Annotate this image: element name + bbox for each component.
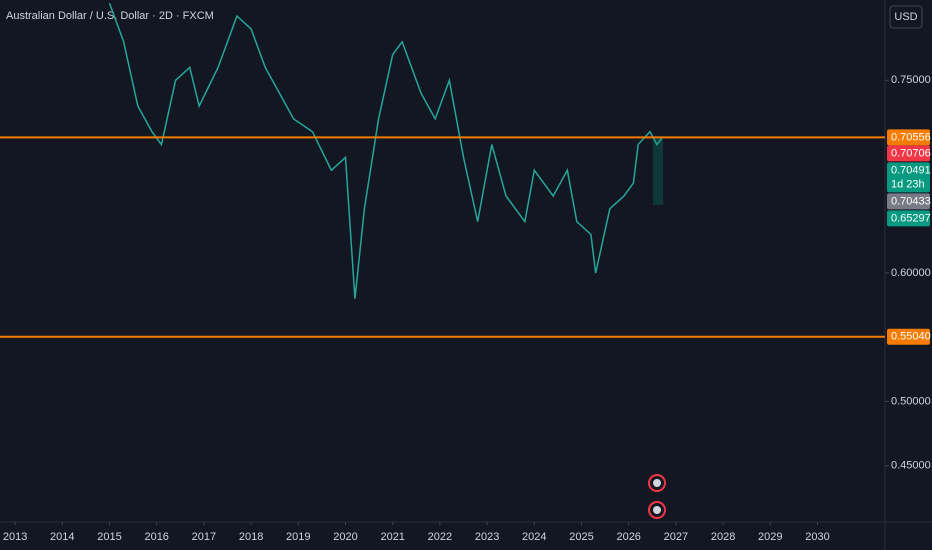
price-tag bbox=[887, 193, 930, 210]
x-tick-label: 2030 bbox=[805, 531, 829, 543]
price-tag bbox=[887, 145, 930, 162]
level-tag bbox=[887, 328, 930, 345]
x-tick-label: 2022 bbox=[428, 531, 452, 543]
chart-title: Australian Dollar / U.S. Dollar · 2D · F… bbox=[6, 10, 214, 22]
event-icons[interactable] bbox=[648, 474, 666, 519]
x-tick-label: 2021 bbox=[380, 531, 404, 543]
x-tick-label: 2027 bbox=[664, 531, 688, 543]
x-tick-label: 2016 bbox=[144, 531, 168, 543]
price-tag-label: 0.70706 bbox=[891, 147, 931, 159]
level-tag-label: 0.55040 bbox=[891, 331, 931, 343]
x-tick-label: 2026 bbox=[616, 531, 640, 543]
price-tag-label: 0.65297 bbox=[891, 212, 931, 224]
level-tag bbox=[887, 129, 930, 146]
x-tick-label: 2025 bbox=[569, 531, 593, 543]
x-tick-label: 2018 bbox=[239, 531, 263, 543]
y-tick-label: 0.50000 bbox=[891, 395, 931, 407]
price-tag bbox=[887, 210, 930, 227]
price-tag-label: 0.70491 bbox=[891, 164, 931, 176]
x-tick-label: 2029 bbox=[758, 531, 782, 543]
x-tick-label: 2015 bbox=[97, 531, 121, 543]
y-tick-label: 0.45000 bbox=[891, 460, 931, 472]
x-tick-label: 2024 bbox=[522, 531, 546, 543]
y-tick-label: 0.60000 bbox=[891, 267, 931, 279]
x-tick-label: 2014 bbox=[50, 531, 74, 543]
price-line bbox=[108, 2, 663, 299]
price-tag-countdown: 1d 23h bbox=[891, 178, 925, 190]
x-tick-label: 2019 bbox=[286, 531, 310, 543]
currency[interactable]: USD bbox=[894, 11, 917, 23]
price-tag-label: 0.70433 bbox=[891, 195, 931, 207]
x-tick-label: 2023 bbox=[475, 531, 499, 543]
x-tick-label: 2013 bbox=[3, 531, 27, 543]
x-tick-label: 2020 bbox=[333, 531, 357, 543]
event-icon-flag bbox=[653, 506, 661, 514]
price-tag bbox=[887, 162, 930, 193]
event-icon-flag bbox=[653, 479, 661, 487]
y-tick-label: 0.75000 bbox=[891, 74, 931, 86]
x-tick-label: 2028 bbox=[711, 531, 735, 543]
x-tick-label: 2017 bbox=[192, 531, 216, 543]
level-tag-label: 0.70556 bbox=[891, 131, 931, 143]
currency-button[interactable] bbox=[889, 5, 923, 29]
position-box bbox=[653, 138, 663, 205]
